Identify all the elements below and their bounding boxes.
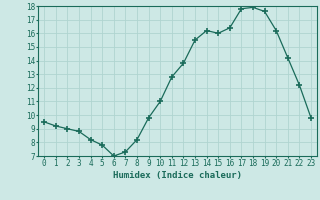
X-axis label: Humidex (Indice chaleur): Humidex (Indice chaleur) [113, 171, 242, 180]
